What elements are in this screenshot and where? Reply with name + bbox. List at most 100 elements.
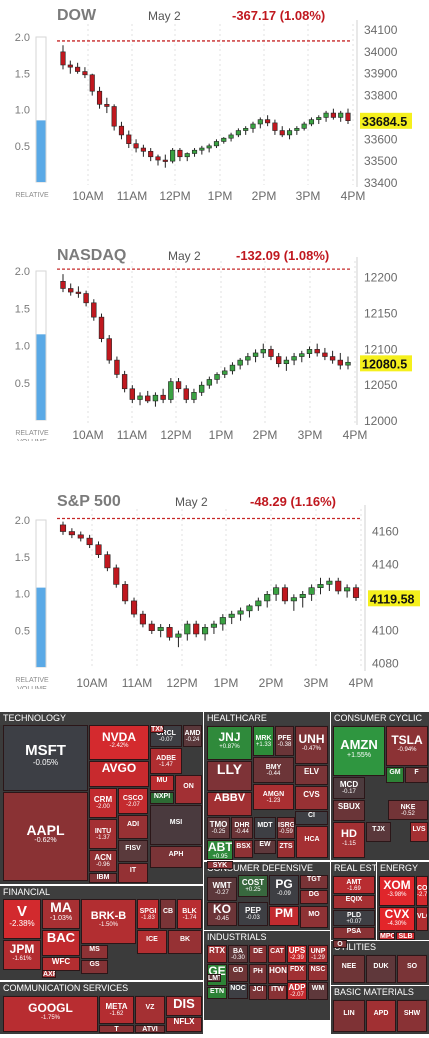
- heatmap-tile[interactable]: META -1.62: [99, 996, 134, 1024]
- heatmap-tile[interactable]: NXPI: [150, 792, 174, 804]
- heatmap-tile[interactable]: CSCO -2.07: [118, 788, 148, 814]
- heatmap-tile[interactable]: ON: [175, 775, 202, 804]
- heatmap-tile[interactable]: ATVI: [135, 1025, 165, 1033]
- heatmap-tile[interactable]: NVDA -2.42%: [89, 725, 149, 760]
- heatmap-tile[interactable]: LVS: [410, 822, 428, 842]
- heatmap-tile[interactable]: SLB: [396, 932, 415, 940]
- heatmap-tile[interactable]: JCI: [249, 985, 267, 1000]
- heatmap-tile[interactable]: DE: [249, 945, 267, 963]
- heatmap-tile[interactable]: ELV: [295, 765, 328, 785]
- heatmap-tile[interactable]: WM: [308, 982, 328, 1000]
- heatmap-tile[interactable]: AVGO: [89, 761, 149, 787]
- heatmap-tile[interactable]: AXP: [42, 970, 56, 978]
- heatmap-tile[interactable]: APD: [366, 1000, 396, 1032]
- heatmap-tile[interactable]: COST +0.25: [238, 875, 268, 897]
- heatmap-tile[interactable]: UPS -2.39: [287, 945, 307, 963]
- heatmap-tile[interactable]: TSLA -0.94%: [386, 726, 428, 766]
- heatmap-tile[interactable]: MCD -0.17: [333, 777, 365, 799]
- heatmap-tile[interactable]: CVS: [295, 786, 328, 810]
- heatmap-tile[interactable]: MU: [150, 775, 174, 791]
- heatmap-tile[interactable]: ABBV: [207, 792, 252, 816]
- heatmap-tile[interactable]: ISRG -0.59: [277, 817, 295, 839]
- heatmap-tile[interactable]: PH: [249, 964, 267, 984]
- heatmap-tile[interactable]: GM: [386, 767, 404, 783]
- heatmap-tile[interactable]: LIN: [333, 1000, 365, 1032]
- heatmap-tile[interactable]: TMO -0.25: [207, 817, 230, 839]
- heatmap-tile[interactable]: GS: [81, 960, 108, 974]
- heatmap-tile[interactable]: CRM -2.00: [89, 788, 117, 818]
- heatmap-tile[interactable]: BLK -1.74: [177, 899, 202, 929]
- heatmap-tile[interactable]: AMT -1.69: [333, 876, 375, 894]
- heatmap-tile[interactable]: ADBE -1.47: [150, 748, 182, 774]
- heatmap-tile[interactable]: O: [333, 940, 347, 948]
- heatmap-tile[interactable]: PG -0.09: [269, 875, 299, 905]
- heatmap-tile[interactable]: FDX: [287, 964, 307, 981]
- heatmap-tile[interactable]: DIS: [166, 996, 202, 1016]
- heatmap-tile[interactable]: F: [405, 767, 428, 783]
- heatmap-tile[interactable]: JPM -1.61%: [3, 940, 41, 970]
- heatmap-tile[interactable]: UNH -0.47%: [295, 726, 328, 764]
- heatmap-tile[interactable]: SPGI -1.83: [137, 899, 159, 929]
- heatmap-tile[interactable]: NOC: [228, 983, 248, 999]
- heatmap-tile[interactable]: CAT: [268, 945, 286, 963]
- heatmap-tile[interactable]: NSC: [308, 964, 328, 981]
- heatmap-tile[interactable]: SBUX: [333, 800, 365, 821]
- heatmap-tile[interactable]: PM: [269, 906, 299, 926]
- heatmap-tile[interactable]: ICE: [137, 930, 167, 954]
- heatmap-tile[interactable]: RTX: [207, 945, 227, 963]
- heatmap-tile[interactable]: AMGN -1.23: [253, 784, 294, 810]
- heatmap-tile[interactable]: COP-2.79: [416, 876, 428, 906]
- heatmap-tile[interactable]: HON: [268, 964, 288, 984]
- heatmap-tile[interactable]: MS: [81, 945, 108, 959]
- heatmap-tile[interactable]: SO: [397, 955, 427, 983]
- heatmap-tile[interactable]: NEE: [333, 955, 365, 983]
- heatmap-tile[interactable]: XOM -3.98%: [379, 876, 415, 906]
- heatmap-tile[interactable]: INTU -1.37: [89, 819, 117, 849]
- heatmap-tile[interactable]: DHR -0.44: [231, 817, 253, 839]
- heatmap-tile[interactable]: MSI: [150, 805, 202, 845]
- heatmap-tile[interactable]: ADP -2.07: [287, 982, 307, 1000]
- heatmap-tile[interactable]: ETN: [207, 987, 227, 999]
- heatmap-tile[interactable]: BAC: [42, 930, 80, 956]
- heatmap-tile[interactable]: EW: [254, 840, 276, 854]
- heatmap-tile[interactable]: UNP -1.29: [308, 945, 328, 963]
- heatmap-tile[interactable]: DUK: [366, 955, 396, 983]
- heatmap-tile[interactable]: ZTS: [277, 840, 295, 858]
- heatmap-tile[interactable]: CB: [160, 899, 176, 929]
- heatmap-tile[interactable]: BA -0.30: [228, 945, 248, 963]
- heatmap-tile[interactable]: AMZN +1.55%: [333, 726, 385, 776]
- heatmap-tile[interactable]: MA -1.03%: [42, 899, 80, 929]
- heatmap-tile[interactable]: AMD -0.24: [183, 725, 202, 747]
- heatmap-tile[interactable]: IBM: [89, 873, 117, 883]
- heatmap-tile[interactable]: V -2.38%: [3, 899, 41, 939]
- heatmap-tile[interactable]: MPC: [379, 932, 395, 940]
- heatmap-tile[interactable]: EQIX: [333, 895, 375, 909]
- heatmap-tile[interactable]: CI: [295, 811, 328, 825]
- heatmap-tile[interactable]: VLO: [416, 907, 428, 931]
- heatmap-tile[interactable]: SYK: [207, 861, 233, 869]
- heatmap-tile[interactable]: ABT +0.95: [207, 840, 233, 860]
- heatmap-tile[interactable]: HD -1.15: [333, 822, 365, 858]
- heatmap-tile[interactable]: PSA: [333, 927, 375, 939]
- heatmap-tile[interactable]: LLY: [207, 761, 252, 791]
- heatmap-tile[interactable]: MDT: [254, 817, 276, 839]
- heatmap-tile[interactable]: GD: [228, 964, 248, 982]
- heatmap-tile[interactable]: PLD +0.07: [333, 910, 375, 926]
- heatmap-tile[interactable]: MO: [300, 906, 328, 928]
- heatmap-tile[interactable]: BMY -0.44: [253, 757, 294, 783]
- heatmap-tile[interactable]: PEP -0.03: [238, 902, 268, 926]
- heatmap-tile[interactable]: BSX: [234, 840, 253, 858]
- heatmap-tile[interactable]: BRK-B -1.50%: [81, 899, 136, 944]
- heatmap-tile[interactable]: ACN -0.96: [89, 850, 117, 872]
- heatmap-tile[interactable]: ADI: [118, 815, 148, 839]
- heatmap-tile[interactable]: MRK +1.33: [253, 726, 274, 756]
- heatmap-tile[interactable]: ITW: [268, 985, 287, 1000]
- heatmap-tile[interactable]: MSFT -0.05%: [3, 725, 88, 791]
- heatmap-tile[interactable]: JNJ +0.87%: [207, 726, 252, 760]
- heatmap-tile[interactable]: T: [99, 1025, 134, 1033]
- heatmap-tile[interactable]: NKE -0.52: [388, 800, 428, 820]
- heatmap-tile[interactable]: TXN-1.64: [150, 725, 164, 733]
- heatmap-tile[interactable]: BK: [168, 930, 202, 954]
- heatmap-tile[interactable]: IT: [118, 863, 148, 883]
- heatmap-tile[interactable]: APH: [150, 846, 202, 868]
